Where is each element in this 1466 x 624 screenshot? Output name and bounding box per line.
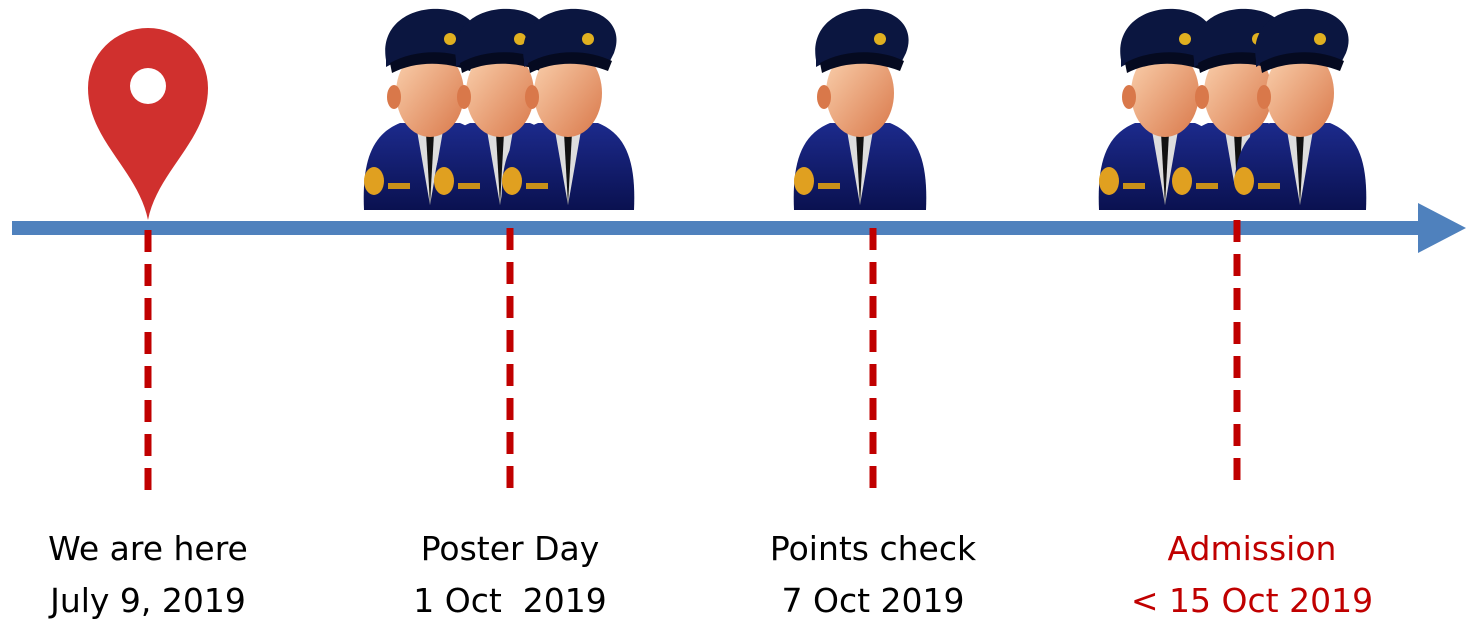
- milestone-label: Poster Day: [421, 529, 600, 568]
- officer-group: [794, 9, 927, 210]
- milestone-label: Points check: [770, 529, 977, 568]
- officer-group: [364, 9, 635, 210]
- milestone-date: July 9, 2019: [48, 581, 246, 620]
- officer-group: [1099, 9, 1367, 210]
- location-pin: [88, 28, 208, 220]
- milestone-label: Admission: [1168, 529, 1337, 568]
- timeline-diagram: We are here July 9, 2019 Poster Day 1 Oc…: [0, 0, 1466, 624]
- timeline-arrow: [12, 203, 1466, 253]
- milestone-date: < 15 Oct 2019: [1131, 581, 1373, 620]
- milestone-date: 1 Oct 2019: [413, 581, 607, 620]
- milestone-label: We are here: [48, 529, 248, 568]
- milestone-date: 7 Oct 2019: [781, 581, 964, 620]
